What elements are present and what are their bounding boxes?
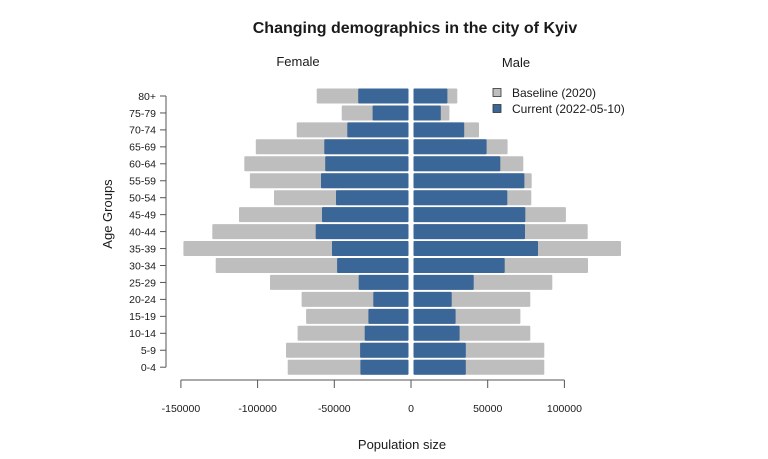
bar-row-40-44 bbox=[212, 224, 588, 240]
legend-swatch-current bbox=[492, 104, 502, 113]
legend-label-baseline: Baseline (2020) bbox=[512, 86, 596, 100]
current-bar-left bbox=[364, 325, 409, 341]
bar-row-5-9 bbox=[286, 342, 545, 358]
male-side-label: Male bbox=[502, 55, 530, 70]
y-tick-label: 75-79 bbox=[129, 108, 156, 120]
current-bar-left bbox=[373, 291, 409, 307]
current-bar-left bbox=[332, 241, 409, 256]
x-tick-label: -50000 bbox=[318, 403, 351, 415]
bar-row-70-74 bbox=[296, 122, 479, 138]
bar-row-15-19 bbox=[306, 308, 521, 324]
x-tick-label: -150000 bbox=[162, 403, 201, 415]
bar-row-65-69 bbox=[255, 139, 508, 155]
current-bar-left bbox=[360, 342, 409, 358]
y-tick-label: 60-64 bbox=[129, 159, 156, 171]
current-bar-left bbox=[347, 122, 409, 138]
y-axis: 80+ 75-79 70-74 65-69 60-64 55-59 50-54 45-49 40… bbox=[129, 91, 167, 374]
bar-row-75-79 bbox=[341, 105, 450, 121]
y-tick-label: 0-4 bbox=[141, 362, 156, 374]
x-tick-label: 100000 bbox=[547, 403, 582, 415]
bar-row-60-64 bbox=[244, 156, 524, 172]
bar-row-35-39 bbox=[183, 241, 621, 256]
current-bar-left bbox=[321, 173, 409, 189]
bar-row-25-29 bbox=[270, 274, 553, 290]
current-bar-right bbox=[413, 156, 501, 172]
current-bar-left bbox=[337, 258, 409, 273]
bar-row-55-59 bbox=[249, 173, 532, 189]
current-bar-right bbox=[413, 359, 466, 375]
y-tick-label: 20-24 bbox=[129, 294, 156, 306]
current-bar-right bbox=[413, 274, 474, 290]
current-bar-right bbox=[413, 308, 456, 324]
current-bar-right bbox=[413, 207, 526, 223]
current-bar-right bbox=[413, 173, 525, 189]
x-tick-label: 0 bbox=[408, 403, 414, 415]
y-tick-label: 50-54 bbox=[129, 193, 156, 205]
current-bar-right bbox=[413, 342, 466, 358]
bar-row-80+ bbox=[316, 88, 458, 104]
current-bar-right bbox=[413, 241, 538, 256]
current-bar-right bbox=[413, 88, 448, 104]
bar-row-30-34 bbox=[215, 258, 588, 273]
bar-row-10-14 bbox=[297, 325, 531, 341]
chart-title: Changing demographics in the city of Kyi… bbox=[253, 20, 578, 37]
y-tick-label: 55-59 bbox=[129, 176, 156, 188]
y-tick-label: 15-19 bbox=[129, 311, 156, 323]
legend-item-current: Current (2022-05-10) bbox=[492, 102, 625, 116]
legend-item-baseline: Baseline (2020) bbox=[492, 86, 596, 100]
y-tick-label: 45-49 bbox=[129, 209, 156, 221]
current-bar-left bbox=[325, 156, 409, 172]
y-tick-label: 10-14 bbox=[129, 328, 156, 340]
current-bar-left bbox=[315, 224, 409, 240]
legend-swatch-baseline bbox=[492, 88, 502, 97]
bars-layer bbox=[183, 88, 621, 375]
x-axis-title: Population size bbox=[358, 437, 446, 452]
current-bar-left bbox=[358, 88, 409, 104]
bar-row-45-49 bbox=[239, 207, 566, 223]
current-bar-right bbox=[413, 258, 505, 273]
current-bar-left bbox=[372, 105, 409, 121]
female-side-label: Female bbox=[276, 54, 319, 69]
current-bar-right bbox=[413, 105, 441, 121]
bar-row-50-54 bbox=[274, 190, 532, 206]
bar-row-0-4 bbox=[287, 359, 545, 375]
y-tick-label: 40-44 bbox=[129, 226, 156, 238]
x-tick-label: -100000 bbox=[238, 403, 277, 415]
current-bar-right bbox=[413, 291, 452, 307]
current-bar-right bbox=[413, 190, 508, 206]
bar-row-20-24 bbox=[301, 291, 531, 307]
y-tick-label: 35-39 bbox=[129, 243, 156, 255]
y-tick-label: 5-9 bbox=[141, 345, 156, 357]
current-bar-left bbox=[358, 274, 409, 290]
current-bar-right bbox=[413, 224, 525, 240]
current-bar-right bbox=[413, 325, 460, 341]
current-bar-left bbox=[336, 190, 409, 206]
legend-label-current: Current (2022-05-10) bbox=[512, 102, 625, 116]
x-tick-label: 50000 bbox=[473, 403, 502, 415]
y-tick-label: 65-69 bbox=[129, 142, 156, 154]
x-axis: -150000 -100000 -50000 0 50000 100000 bbox=[162, 379, 582, 415]
current-bar-left bbox=[368, 308, 409, 324]
y-tick-label: 25-29 bbox=[129, 277, 156, 289]
y-tick-label: 70-74 bbox=[129, 125, 156, 137]
current-bar-left bbox=[324, 139, 409, 155]
current-bar-left bbox=[322, 207, 409, 223]
y-tick-label: 30-34 bbox=[129, 260, 156, 272]
current-bar-right bbox=[413, 122, 465, 138]
y-tick-label: 80+ bbox=[138, 91, 156, 103]
current-bar-right bbox=[413, 139, 487, 155]
legend: Baseline (2020) Current (2022-05-10) bbox=[492, 86, 625, 116]
current-bar-left bbox=[360, 359, 409, 375]
y-axis-title: Age Groups bbox=[100, 179, 115, 249]
